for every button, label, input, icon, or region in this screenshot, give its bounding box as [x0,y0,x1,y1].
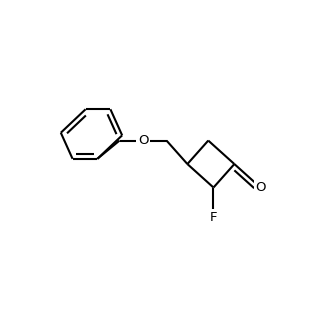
Text: O: O [138,134,148,147]
Text: F: F [210,211,217,224]
Text: O: O [255,181,266,194]
